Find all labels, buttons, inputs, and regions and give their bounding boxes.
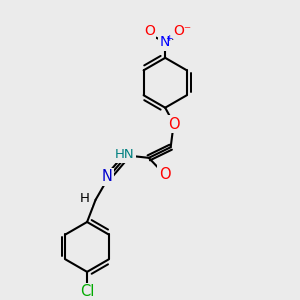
Text: O: O (169, 117, 180, 132)
Text: +: + (165, 34, 172, 43)
Text: N: N (102, 169, 113, 184)
Text: Cl: Cl (80, 284, 94, 299)
Text: H: H (80, 192, 90, 205)
Text: O: O (144, 24, 155, 38)
Text: N: N (160, 35, 170, 49)
Text: O: O (159, 167, 170, 182)
Text: HN: HN (115, 148, 134, 161)
Text: O⁻: O⁻ (173, 24, 192, 38)
